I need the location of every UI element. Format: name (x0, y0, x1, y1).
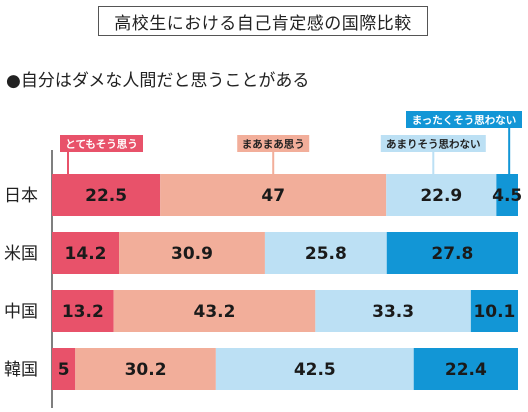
data-label: 14.2 (65, 244, 107, 264)
data-label: 5 (58, 360, 70, 380)
bar-segment (386, 174, 497, 216)
legend-label: まったくそう思わない (412, 115, 517, 127)
data-label: 4.5 (492, 186, 522, 206)
bar-segment (470, 290, 518, 332)
bar-segment (113, 290, 316, 332)
data-label: 25.8 (305, 244, 347, 264)
bar-segment (52, 290, 114, 332)
bar-segment (315, 290, 471, 332)
data-label: 30.2 (125, 360, 167, 380)
data-label: 27.8 (431, 244, 473, 264)
legend-swatch (60, 135, 143, 152)
legend-label: まあまあ思う (242, 138, 305, 151)
data-label: 22.5 (85, 186, 127, 206)
data-label: 10.1 (473, 302, 515, 322)
bar-segment (215, 348, 414, 390)
legend-swatch (237, 135, 310, 152)
legend-swatch (406, 111, 522, 128)
legend-label: とてもそう思う (65, 139, 137, 151)
data-label: 33.3 (372, 302, 414, 322)
legend-label: あまりそう思わない (386, 138, 481, 151)
legend-swatch (380, 135, 486, 152)
chart-subtitle: ●自分はダメな人間だと思うことがある (6, 71, 310, 91)
bar-segment (52, 348, 76, 390)
bar-segment (52, 174, 161, 216)
data-label: 22.9 (420, 186, 462, 206)
bar-segment (496, 174, 518, 216)
category-label: 韓国 (4, 360, 38, 380)
bar-segment (386, 232, 518, 274)
bar-segment (75, 348, 216, 390)
data-label: 13.2 (62, 302, 104, 322)
data-label: 22.4 (445, 360, 487, 380)
bar-segment (119, 232, 265, 274)
bar-segment (413, 348, 518, 390)
category-label: 日本 (4, 186, 38, 206)
data-label: 47 (261, 186, 285, 206)
data-label: 43.2 (194, 302, 236, 322)
data-label: 42.5 (294, 360, 336, 380)
category-label: 中国 (4, 302, 38, 322)
chart-title: 高校生における自己肯定感の国際比較 (98, 6, 428, 36)
bar-segment (52, 232, 120, 274)
bar-segment (160, 174, 387, 216)
category-label: 米国 (4, 244, 38, 264)
bar-segment (264, 232, 387, 274)
data-label: 30.9 (171, 244, 213, 264)
